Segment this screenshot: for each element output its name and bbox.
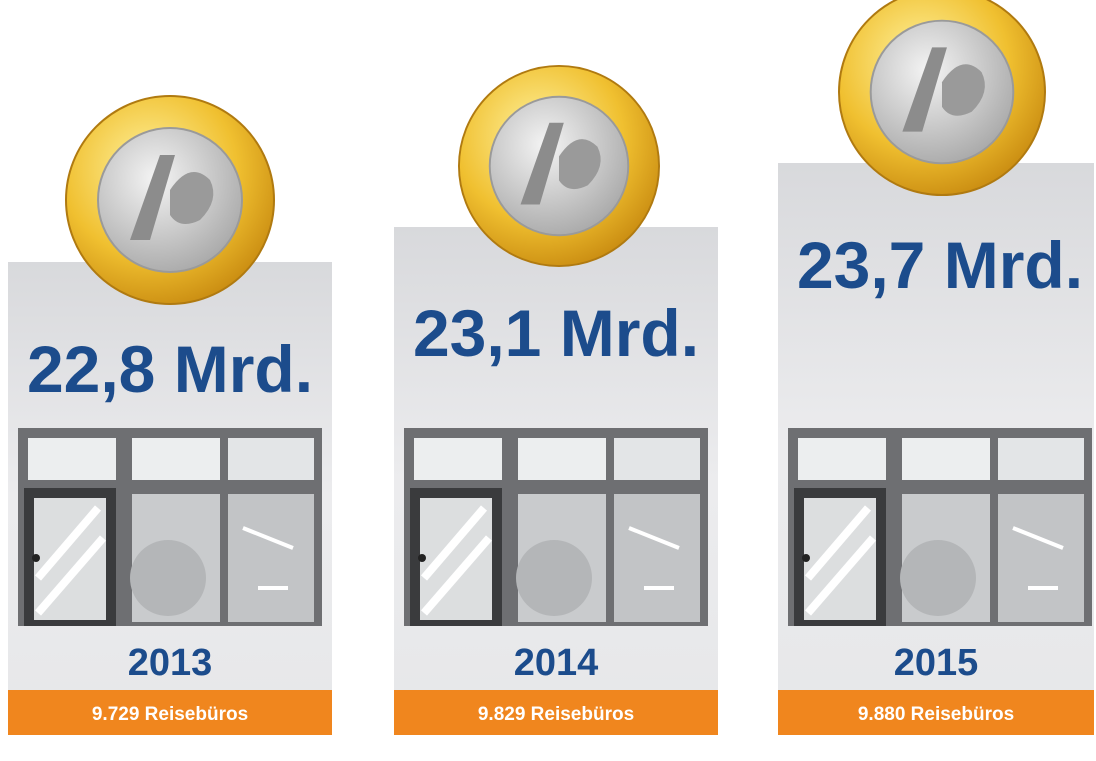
storefront [404,428,708,626]
offices-band [394,690,718,735]
storefront [18,428,322,626]
year: 2015 [894,642,979,684]
offices: 9.729 Reisebüros [92,704,248,725]
offices: 9.829 Reisebüros [478,704,634,725]
amount: 22,8 Mrd. [27,332,313,406]
year: 2014 [514,642,599,684]
coin [65,95,275,305]
storefront [788,428,1092,626]
panel-2015: 23,7 Mrd. 2015 9.880 Reisebüros [778,0,1094,735]
amount: 23,7 Mrd. [797,228,1083,302]
coin [838,0,1046,196]
offices-band [778,690,1094,735]
panel-2013: 22,8 Mrd. 2013 9.729 Reisebüros [8,95,332,735]
coin [458,65,660,267]
year: 2013 [128,642,213,684]
amount: 23,1 Mrd. [413,296,699,370]
panel-2014: 23,1 Mrd. 2014 9.829 Reisebüros [394,65,718,735]
offices-band [8,690,332,735]
offices: 9.880 Reisebüros [858,704,1014,725]
